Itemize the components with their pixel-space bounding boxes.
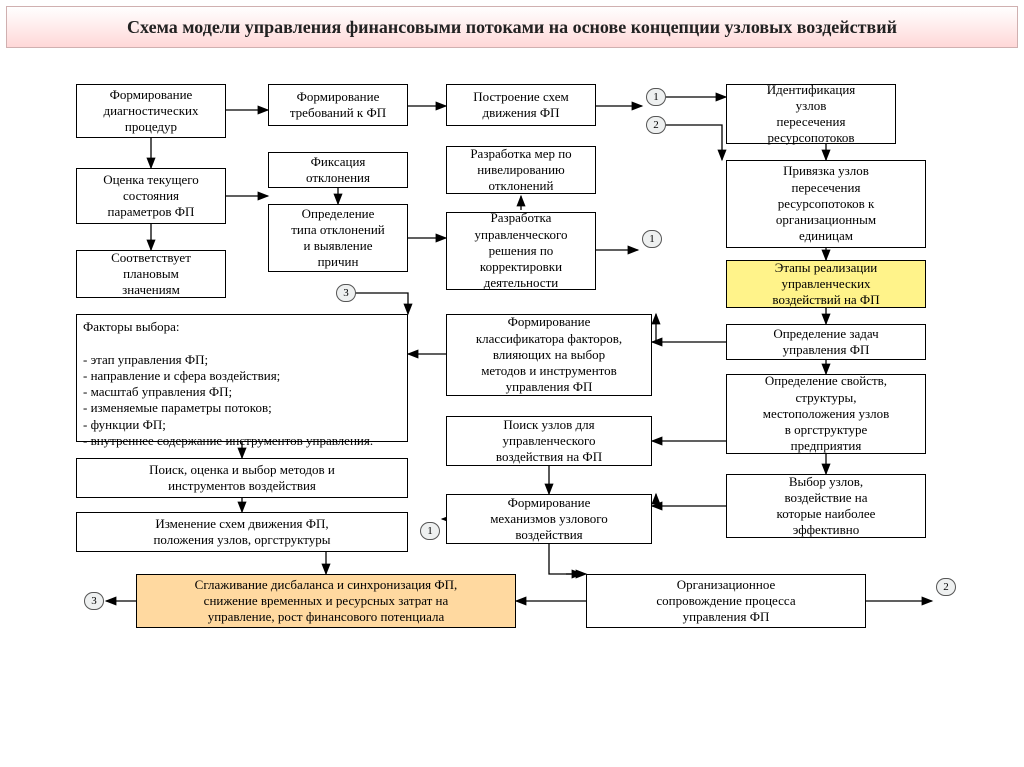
flow-node-n2: Формированиетребований к ФП (268, 84, 408, 126)
flow-node-n7: Фиксацияотклонения (268, 152, 408, 188)
flow-node-n8: Определениетипа отклоненийи выявлениепри… (268, 204, 408, 272)
edge-e111 (666, 125, 722, 160)
flow-node-n6: Соответствуетплановымзначениям (76, 250, 226, 298)
flow-node-n23: Организационноесопровождение процессаупр… (586, 574, 866, 628)
flow-node-n12: Этапы реализацииуправленческихвоздействи… (726, 260, 926, 308)
connector-badge-b4: 3 (336, 284, 356, 302)
flow-node-n19: Изменение схем движения ФП,положения узл… (76, 512, 408, 552)
connector-badge-b6: 2 (936, 578, 956, 596)
flow-node-n14: Формированиеклассификатора факторов,влия… (446, 314, 652, 396)
flow-node-n10: Разработкауправленческогорешения покорре… (446, 212, 596, 290)
flow-node-n9: Разработка мер понивелированиюотклонений (446, 146, 596, 194)
flow-node-n22: Сглаживание дисбаланса и синхронизация Ф… (136, 574, 516, 628)
flow-node-n18: Поиск, оценка и выбор методов иинструмен… (76, 458, 408, 498)
connector-badge-b7: 3 (84, 592, 104, 610)
flowchart-canvas: Формированиедиагностическихпроцедур Форми… (6, 54, 1018, 764)
flow-node-n20: Формированиемеханизмов узловоговоздейств… (446, 494, 652, 544)
flow-node-n13: Факторы выбора:- этап управления ФП;- на… (76, 314, 408, 442)
edge-e25 (549, 544, 586, 574)
flow-node-n15: Определение задачуправления ФП (726, 324, 926, 360)
connector-badge-b2: 2 (646, 116, 666, 134)
flow-node-n5: Оценка текущегосостоянияпараметров ФП (76, 168, 226, 224)
connector-badge-b1: 1 (646, 88, 666, 106)
flow-node-n3: Построение схемдвижения ФП (446, 84, 596, 126)
page-title: Схема модели управления финансовыми пото… (6, 6, 1018, 48)
edge-e23 (656, 494, 726, 506)
flow-node-n4: Идентификацияузловпересеченияресурсопото… (726, 84, 896, 144)
flow-node-n1: Формированиедиагностическихпроцедур (76, 84, 226, 138)
flow-node-n17: Определение свойств,структуры,местополож… (726, 374, 926, 454)
flow-node-n16: Поиск узлов дляуправленческоговоздействи… (446, 416, 652, 466)
connector-badge-b5: 1 (420, 522, 440, 540)
edge-e30 (352, 293, 408, 314)
edge-e15 (656, 314, 726, 342)
connector-badge-b3: 1 (642, 230, 662, 248)
flow-node-n21: Выбор узлов,воздействие накоторые наибол… (726, 474, 926, 538)
flow-node-n11: Привязка узловпересеченияресурсопотоков … (726, 160, 926, 248)
